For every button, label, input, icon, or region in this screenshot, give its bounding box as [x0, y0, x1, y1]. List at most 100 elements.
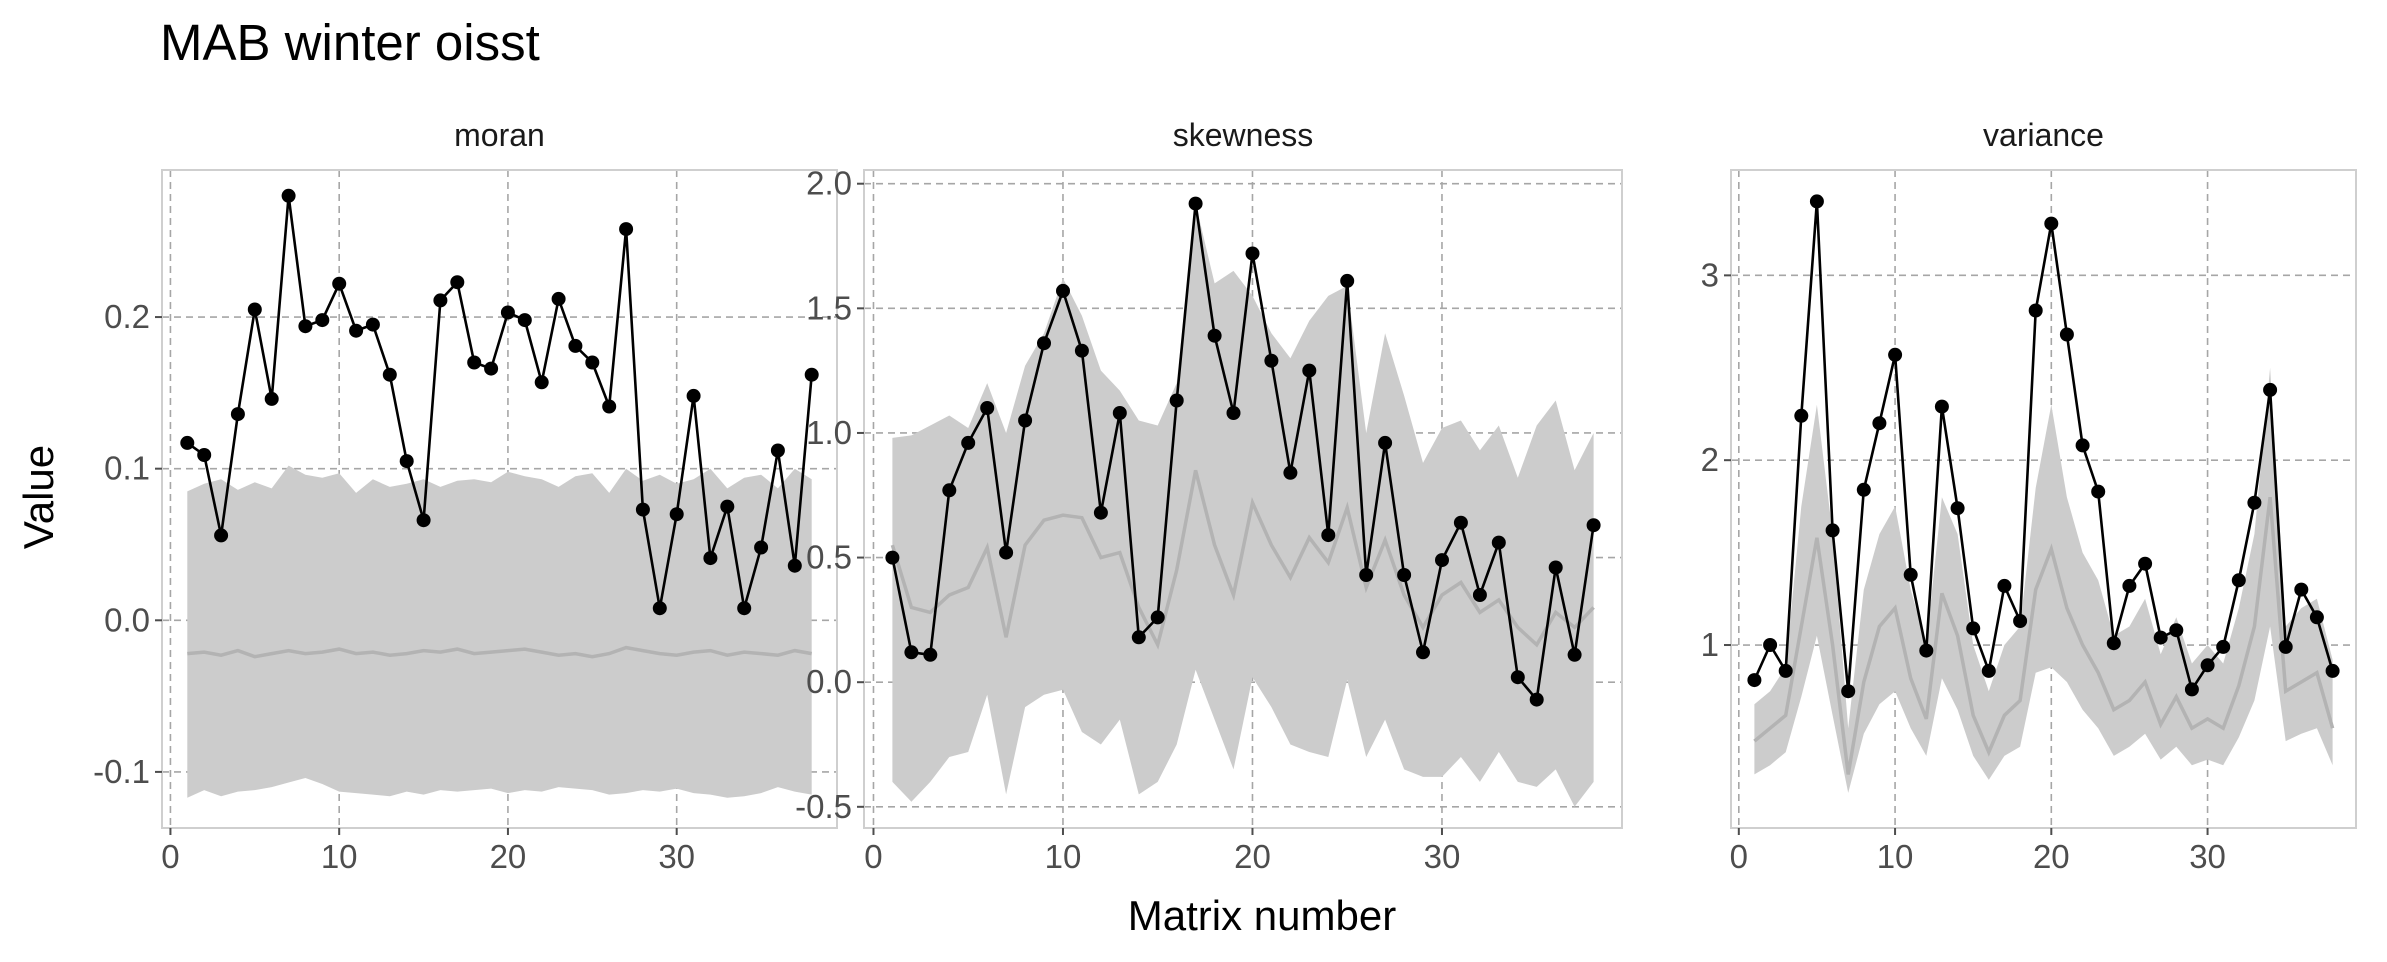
observed-point: [1302, 363, 1317, 378]
observed-point: [737, 601, 752, 616]
observed-point: [2278, 639, 2293, 654]
observed-point: [2325, 663, 2340, 678]
observed-point: [2309, 610, 2324, 625]
observed-point: [1131, 630, 1146, 645]
observed-point: [1919, 643, 1934, 658]
observed-point: [2294, 582, 2309, 597]
y-tick-label: 0.0: [104, 601, 150, 638]
x-axis-title: Matrix number: [1128, 892, 1396, 939]
observed-point: [1981, 663, 1996, 678]
x-tick-label: 20: [490, 838, 527, 875]
observed-point: [1112, 406, 1127, 420]
observed-point: [247, 302, 262, 317]
observed-line: [891, 203, 1595, 703]
observed-point: [619, 222, 634, 237]
observed-point: [349, 323, 364, 338]
observed-point: [450, 275, 465, 290]
observed-point: [1340, 273, 1355, 288]
observed-point: [1074, 343, 1089, 358]
strip-label-variance: variance: [1983, 117, 2104, 153]
y-tick-label: 0.1: [104, 450, 150, 487]
observed-line: [186, 195, 813, 609]
observed-point: [2169, 623, 2184, 638]
y-tick-label: 0.5: [806, 539, 852, 576]
observed-point: [885, 550, 900, 565]
x-tick-label: 0: [864, 838, 882, 875]
observed-point: [804, 367, 819, 382]
observed-point: [999, 545, 1014, 560]
observed-point: [1825, 523, 1840, 538]
observed-point: [754, 540, 769, 555]
x-tick-label: 20: [1234, 838, 1271, 875]
x-tick-label: 20: [2033, 838, 2070, 875]
observed-point: [1378, 435, 1393, 450]
observed-point: [281, 188, 296, 203]
observed-point: [1037, 336, 1051, 351]
observed-point: [1188, 196, 1203, 211]
observed-point: [484, 361, 499, 376]
observed-point: [787, 558, 802, 573]
observed-point: [1359, 568, 1374, 582]
observed-point: [1453, 515, 1468, 530]
observed-point: [416, 513, 431, 528]
observed-point: [1586, 518, 1601, 533]
panel-skewness: skewness 0 10 20 30 -0.5 0.0 0.5 1.0 1.5 2.0: [795, 117, 1623, 875]
observed-point: [2263, 382, 2278, 397]
observed-point: [1283, 465, 1298, 480]
observed-point: [1778, 663, 1793, 678]
observed-point: [770, 443, 785, 458]
observed-point: [1207, 328, 1222, 343]
y-tick-label: -0.5: [795, 788, 852, 825]
observed-point: [1934, 399, 1949, 414]
observed-point: [1841, 684, 1856, 699]
observed-point: [1809, 194, 1824, 209]
observed-point: [1245, 246, 1260, 261]
y-tick-label: 1.5: [806, 289, 852, 326]
x-tick-label: 30: [2189, 838, 2226, 875]
observed-point: [1872, 416, 1887, 431]
observed-point: [230, 407, 245, 422]
x-tick-label: 0: [161, 838, 179, 875]
observed-point: [1747, 673, 1762, 688]
observed-point: [500, 305, 515, 320]
panel-frame: [863, 169, 1623, 829]
observed-point: [1435, 553, 1449, 568]
observed-point: [1903, 567, 1918, 582]
observed-point: [703, 551, 718, 566]
x-tick-label: 10: [1877, 838, 1914, 875]
observed-point: [1226, 406, 1241, 420]
observed-point: [2059, 327, 2074, 342]
observed-point: [923, 647, 938, 662]
strip-label-moran: moran: [454, 117, 545, 153]
observed-point: [980, 401, 995, 415]
x-tick-label: 10: [321, 838, 358, 875]
observed-point: [1397, 568, 1412, 582]
observed-point: [1856, 482, 1871, 497]
observed-point: [2091, 484, 2106, 499]
y-tick-label: 0.0: [806, 663, 852, 700]
observed-point: [1093, 505, 1108, 520]
observed-point: [1169, 393, 1184, 408]
observed-point: [2231, 573, 2246, 588]
x-tick-label: 30: [658, 838, 695, 875]
y-tick-label: 3: [1701, 256, 1719, 293]
observed-point: [551, 291, 566, 306]
observed-point: [180, 435, 195, 450]
observed-point: [2028, 303, 2043, 318]
null-envelope-band: [892, 203, 1594, 807]
observed-point: [1056, 283, 1070, 298]
observed-point: [1264, 353, 1279, 368]
observed-point: [1321, 528, 1336, 543]
panel-variance: variance 0 10 20 30 1 2 3: [1701, 117, 2357, 875]
observed-point: [1510, 670, 1525, 685]
y-axis-title: Value: [15, 445, 62, 549]
null-envelope-band: [187, 465, 812, 798]
y-tick-label: 2: [1701, 441, 1719, 478]
observed-point: [467, 355, 482, 370]
observed-point: [652, 601, 667, 616]
observed-point: [2138, 556, 2153, 571]
observed-point: [298, 319, 313, 334]
y-tick-label: 0.2: [104, 298, 150, 335]
